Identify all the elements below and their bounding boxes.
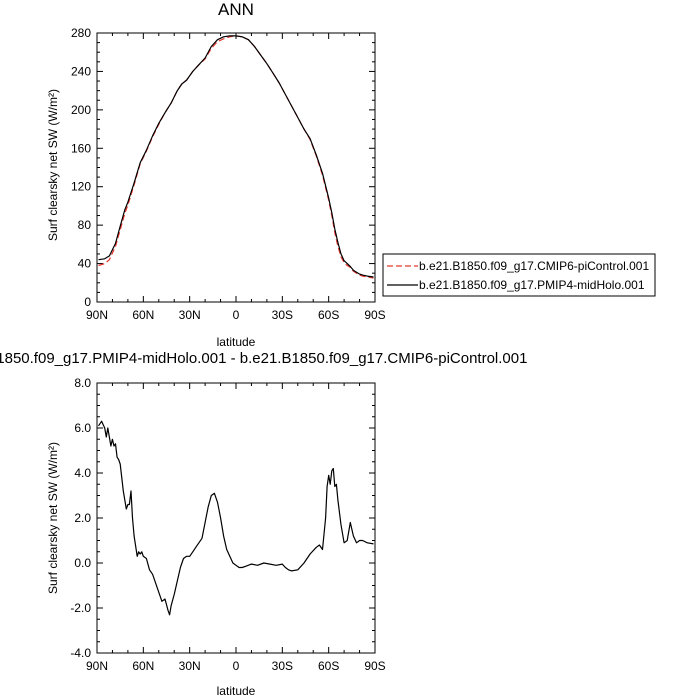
bottom-y-tick-label: 8.0 xyxy=(74,376,91,390)
bottom-x-tick-label: 90N xyxy=(86,659,108,673)
top-x-tick-label: 60N xyxy=(132,308,154,322)
bottom-series-line-0 xyxy=(98,420,374,616)
bottom-y-axis-label: Surf clearsky net SW (W/m²) xyxy=(46,442,60,594)
bottom-y-tick-label: 0.0 xyxy=(74,556,91,570)
top-y-tick-label: 200 xyxy=(71,103,91,117)
legend-entry-picontrol: b.e21.B1850.f09_g17.CMIP6-piControl.001 xyxy=(419,259,649,273)
top-chart-title: ANN xyxy=(218,0,254,19)
top-y-tick-label: 120 xyxy=(71,180,91,194)
top-plot-frame xyxy=(96,32,376,303)
top-x-tick-label: 90S xyxy=(364,308,385,322)
top-y-axis-label: Surf clearsky net SW (W/m²) xyxy=(46,89,60,241)
top-y-tick-label: 0 xyxy=(84,295,91,309)
top-x-tick-label: 90N xyxy=(86,308,108,322)
top-y-tick-label: 80 xyxy=(78,218,92,232)
legend-box xyxy=(382,253,656,297)
top-series-line-1 xyxy=(98,35,374,278)
top-x-tick-label: 0 xyxy=(233,308,240,322)
bottom-chart-title: b.e21.B1850.f09_g17.PMIP4-midHolo.001 - … xyxy=(0,350,527,367)
bottom-x-tick-label: 60N xyxy=(132,659,154,673)
bottom-x-tick-label: 30S xyxy=(272,659,293,673)
bottom-y-tick-label: 4.0 xyxy=(74,466,91,480)
top-x-tick-label: 60S xyxy=(318,308,339,322)
top-y-tick-label: 160 xyxy=(71,141,91,155)
bottom-x-tick-label: 0 xyxy=(233,659,240,673)
top-y-tick-label: 240 xyxy=(71,64,91,78)
top-x-tick-label: 30N xyxy=(179,308,201,322)
bottom-y-tick-label: -4.0 xyxy=(70,646,91,660)
top-plot-area: 90N 60N 30N 0 30S 60S 90S 0 40 80 120 160 200 240 280 xyxy=(71,26,386,322)
bottom-y-tick-label: 6.0 xyxy=(74,421,91,435)
bottom-x-tick-label: 90S xyxy=(364,659,385,673)
top-panel: ANN 90N 60N 30N 0 30S 60S 90S 0 40 80 120 160 200 240… xyxy=(46,0,656,349)
bottom-x-tick-label: 60S xyxy=(318,659,339,673)
top-x-axis-label: latitude xyxy=(217,335,256,349)
top-series-line-0 xyxy=(98,35,374,279)
legend-entry-midholo: b.e21.B1850.f09_g17.PMIP4-midHolo.001 xyxy=(419,278,645,292)
bottom-plot-area: 90N 60N 30N 0 30S 60S 90S -4.0 -2.0 0.0 2.0 4.0 6.0 8… xyxy=(70,376,385,673)
bottom-plot-frame xyxy=(96,382,376,654)
bottom-x-axis-label: latitude xyxy=(217,684,256,698)
top-y-tick-label: 280 xyxy=(71,26,91,40)
bottom-y-tick-label: -2.0 xyxy=(70,601,91,615)
top-legend: b.e21.B1850.f09_g17.CMIP6-piControl.001 … xyxy=(382,253,656,297)
top-y-tick-label: 40 xyxy=(78,257,92,271)
top-x-tick-label: 30S xyxy=(272,308,293,322)
bottom-panel: b.e21.B1850.f09_g17.PMIP4-midHolo.001 - … xyxy=(0,350,527,698)
bottom-x-tick-label: 30N xyxy=(179,659,201,673)
bottom-y-tick-label: 2.0 xyxy=(74,511,91,525)
